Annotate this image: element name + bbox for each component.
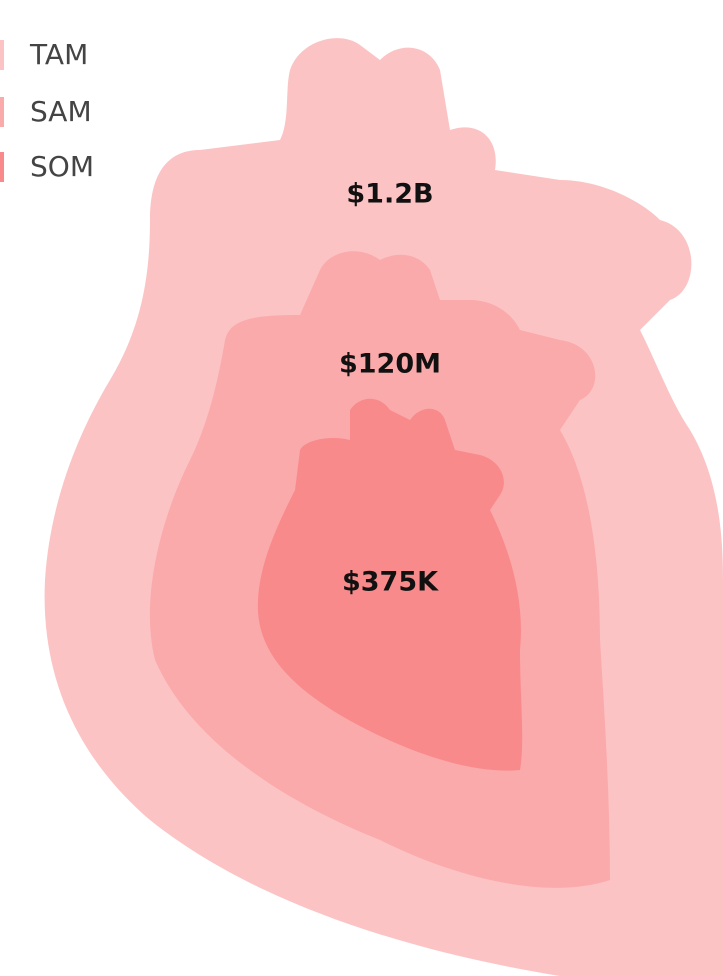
legend-swatch xyxy=(0,40,4,70)
legend-swatch xyxy=(0,97,4,127)
som-value: $375K xyxy=(342,567,439,598)
legend-swatch xyxy=(0,152,4,182)
legend-label: SAM xyxy=(30,95,92,128)
som-heart xyxy=(257,398,523,771)
legend-label: SOM xyxy=(30,150,94,183)
tam-value: $1.2B xyxy=(346,179,433,210)
sam-value: $120M xyxy=(339,349,441,380)
legend-label: TAM xyxy=(29,38,88,71)
